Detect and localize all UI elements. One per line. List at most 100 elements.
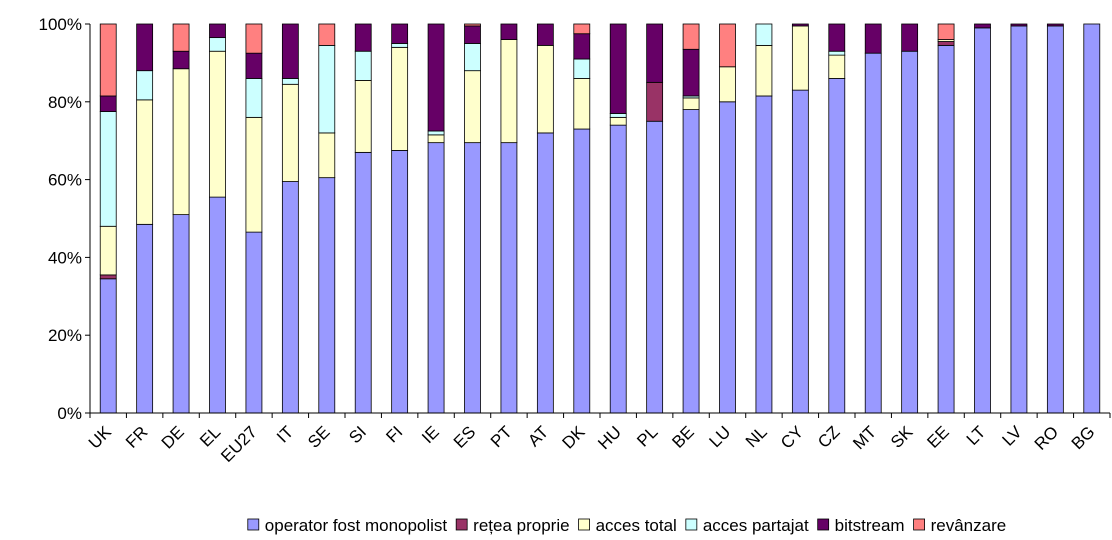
bar-segment-pt-0 [500,142,518,414]
legend-item: acces total [578,516,677,535]
bar-segment-de-5 [172,23,190,52]
x-tick-label: IT [273,422,297,446]
bar-segment-hu-3 [609,113,627,118]
bar-segment-dk-0 [573,128,591,414]
x-tick-label: FI [382,422,406,446]
bar-segment-nl-3 [755,23,773,46]
bar-segment-pl-0 [646,120,664,414]
bar-segment-fi-4 [391,23,409,44]
bar-segment-nl-2 [755,44,773,97]
x-tick-label: LU [706,422,735,451]
bar-segment-si-2 [354,80,372,153]
bar-segment-eu27-2 [245,116,263,233]
bar-segment-pt-4 [500,23,518,40]
x-tick-label: EE [923,422,952,451]
bar-group-ie [427,23,445,414]
bar-segment-ro-4 [1046,23,1064,27]
bar-segment-es-2 [464,70,481,144]
bar-segment-es-0 [464,142,481,414]
bar-segment-eu27-4 [245,52,263,79]
bar-segment-cz-0 [828,78,846,414]
legend-label: operator fost monopolist [265,516,448,535]
bar-segment-ie-4 [427,23,445,132]
bar-segment-ee-0 [937,44,955,414]
bar-segment-cy-2 [791,25,809,91]
y-axis: 0% 20% 40% 60% 80% 100% [39,15,91,423]
x-tick-label: EL [196,422,224,450]
bar-segment-ie-3 [427,130,445,136]
x-tick-label: HU [594,422,625,453]
bar-segment-uk-2 [99,225,117,276]
legend-label: acces total [596,516,677,535]
bar-segment-se-0 [318,177,336,414]
legend-swatch [817,518,830,531]
bar-segment-se-5 [318,23,336,46]
bar-segment-uk-4 [99,95,117,112]
bar-segment-ie-0 [427,142,445,414]
bar-segment-es-3 [464,43,481,72]
bar-segment-ie-2 [427,134,445,144]
legend-label: rețea proprie [473,516,569,535]
x-tick-label: DE [158,422,188,452]
bar-segment-sk-0 [901,50,919,414]
bar-segment-es-4 [464,25,481,44]
y-tick-label: 80% [48,93,82,112]
bar-group-fr [136,23,154,414]
bar-segment-pt-2 [500,39,518,144]
bar-segment-hu-4 [609,23,627,114]
bar-segment-dk-5 [573,23,591,35]
bar-group-pl [646,23,664,414]
x-tick-label: CZ [814,422,843,451]
bar-group-lv [1010,23,1028,414]
x-tick-label: DK [558,422,589,453]
bar-group-pt [500,23,518,414]
bar-group-mt [864,23,882,414]
legend-item: bitstream [817,516,905,535]
bar-segment-be-0 [682,109,700,414]
legend-swatch [913,518,926,531]
bar-segment-fr-3 [136,70,154,101]
bar-segment-lu-5 [719,23,736,68]
bar-group-es [464,23,481,414]
legend-swatch [455,518,468,531]
legend-swatch [247,518,260,531]
bar-segment-be-2 [682,97,700,110]
bar-segment-el-2 [209,50,226,198]
x-tick-label: SE [304,422,333,451]
bar-group-lu [719,23,736,414]
bar-segment-si-0 [354,151,372,414]
bar-segment-cy-0 [791,89,809,414]
bar-segment-lt-0 [974,27,991,414]
bar-segment-es-5 [464,23,481,27]
bar-group-de [172,23,190,414]
bar-group-sk [901,23,919,414]
bar-segment-cz-3 [828,50,846,56]
bar-segment-hu-0 [609,124,627,414]
bar-segment-uk-0 [99,278,117,414]
x-tick-label: LV [999,422,1027,450]
legend-swatch [578,518,590,531]
bar-segment-dk-4 [573,33,591,60]
y-tick-label: 20% [48,326,82,345]
bar-group-se [318,23,336,414]
bar-segment-lu-2 [719,66,736,103]
bar-segment-ro-0 [1046,25,1064,414]
bar-group-it [281,23,299,414]
x-tick-label: MT [849,422,880,453]
bar-group-dk [573,23,591,414]
x-tick-label: SI [345,422,370,447]
bar-segment-dk-2 [573,78,591,130]
bar-segment-pl-4 [646,23,664,83]
legend-label: bitstream [835,516,905,535]
bar-segment-fi-2 [391,46,409,151]
bar-segment-fr-0 [136,223,154,414]
bar-segment-be-5 [682,23,700,50]
x-tick-label: BE [668,422,697,451]
x-tick-label: RO [1031,422,1062,453]
bar-group-cz [828,23,846,414]
bar-segment-ee-5 [937,23,955,40]
bar-segment-fi-3 [391,43,409,48]
y-tick-label: 40% [48,248,82,267]
